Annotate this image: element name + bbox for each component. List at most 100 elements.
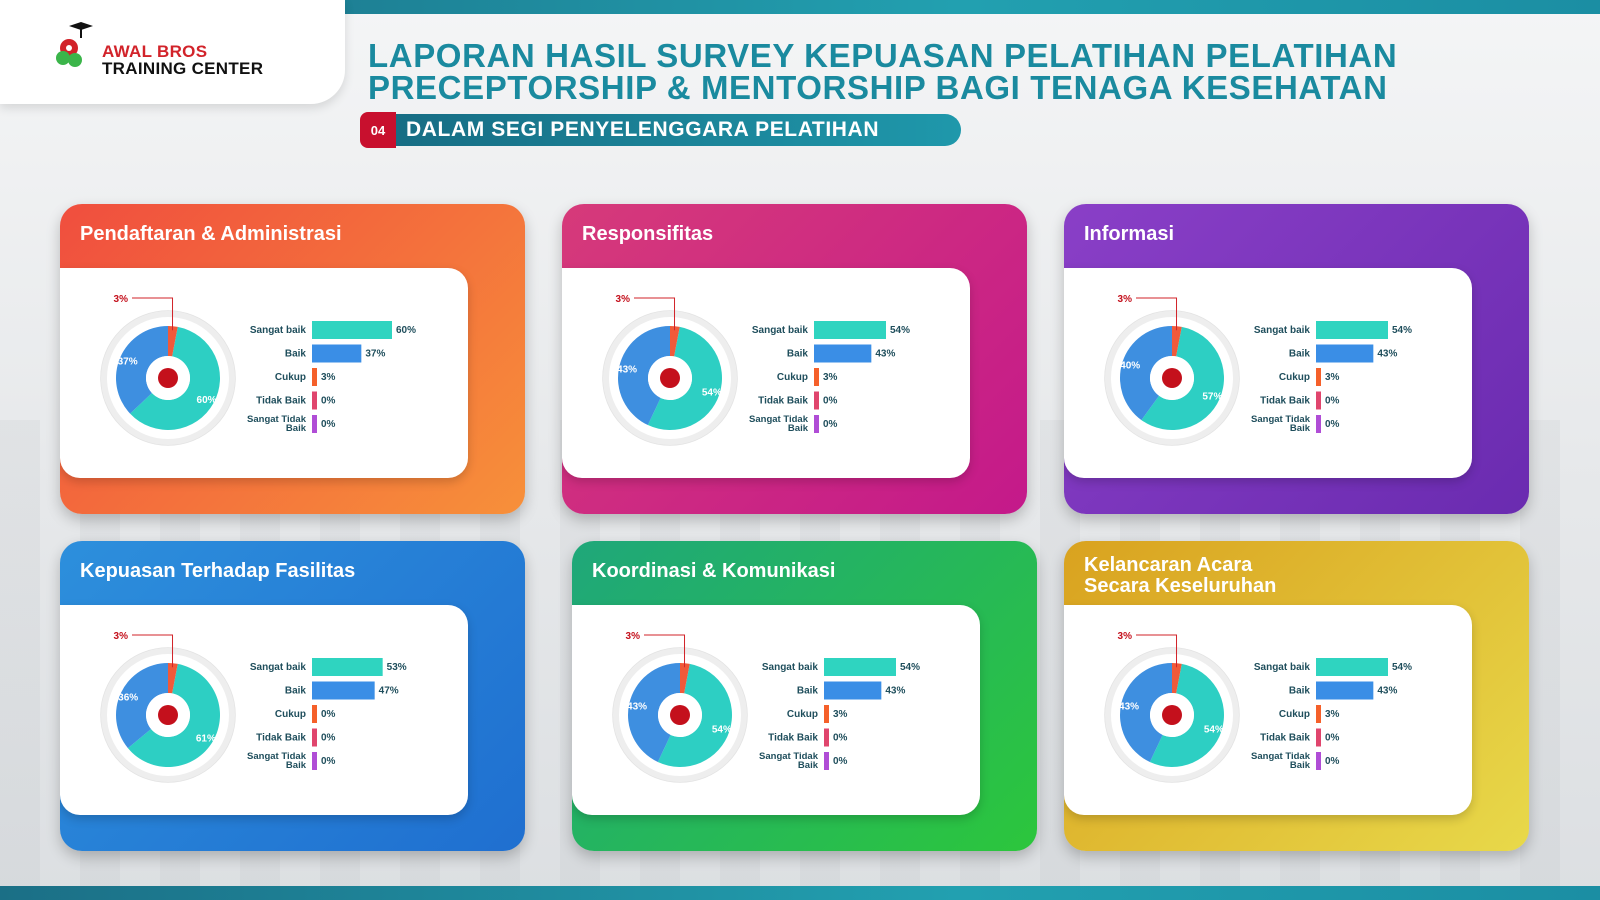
donut-slice bbox=[1172, 326, 1182, 357]
donut-slice bbox=[1141, 326, 1224, 430]
bar-category-label: Sangat Tidak bbox=[247, 414, 307, 425]
bar bbox=[312, 705, 317, 723]
donut-small-slice-label: 3% bbox=[616, 294, 631, 305]
chart-panel: 54% 43% 3% Sangat baik 54% Baik 43% Cukup 3% Tida… bbox=[562, 268, 970, 478]
bar bbox=[1316, 368, 1321, 386]
bar-category-label: Baik bbox=[285, 349, 307, 360]
donut-slice-label: 61% bbox=[196, 733, 216, 744]
donut-slice bbox=[1120, 326, 1172, 421]
bar-value-label: 3% bbox=[321, 372, 336, 383]
chart-panel: 54% 43% 3% Sangat baik 54% Baik 43% Cukup 3% Tida… bbox=[1064, 605, 1472, 815]
donut-plate-ring bbox=[603, 311, 737, 445]
bar-value-label: 0% bbox=[1325, 419, 1340, 430]
top-accent-bar bbox=[0, 0, 1600, 14]
donut-slice bbox=[168, 663, 178, 694]
donut-slice-label: 54% bbox=[1204, 725, 1224, 736]
bar-category-label: Baik bbox=[788, 423, 809, 434]
bar-value-label: 0% bbox=[833, 733, 848, 744]
bar-value-label: 3% bbox=[1325, 372, 1340, 383]
card-title: Kepuasan Terhadap Fasilitas bbox=[80, 560, 356, 582]
bar-category-label: Sangat baik bbox=[250, 325, 307, 336]
bar-value-label: 0% bbox=[1325, 733, 1340, 744]
donut-small-slice-label: 3% bbox=[626, 631, 641, 642]
bar-category-label: Sangat baik bbox=[762, 662, 819, 673]
bar-value-label: 53% bbox=[387, 662, 407, 673]
donut-plate-ring bbox=[1105, 648, 1239, 782]
donut-center-dot bbox=[1162, 368, 1182, 388]
bar-category-label: Baik bbox=[787, 349, 809, 360]
donut-slice bbox=[116, 326, 168, 414]
donut-plate-ring bbox=[613, 648, 747, 782]
donut-slice bbox=[618, 326, 670, 426]
chart-panel: 54% 43% 3% Sangat baik 54% Baik 43% Cukup 3% Tida… bbox=[572, 605, 980, 815]
bar bbox=[312, 321, 392, 339]
bar bbox=[1316, 658, 1388, 676]
bar-value-label: 43% bbox=[1377, 686, 1397, 697]
bar-category-label: Cukup bbox=[787, 709, 818, 720]
bar-category-label: Cukup bbox=[275, 709, 306, 720]
training-center-logo-icon bbox=[56, 22, 93, 67]
bar-value-label: 37% bbox=[365, 349, 385, 360]
donut-slice bbox=[1149, 663, 1224, 767]
survey-card: Koordinasi & Komunikasi 54% 43% 3% Sangat ba… bbox=[572, 541, 1037, 851]
donut-plate-ring bbox=[1105, 311, 1239, 445]
donut-slice bbox=[127, 663, 221, 767]
card-title-line: Secara Keseluruhan bbox=[1084, 575, 1277, 597]
donut-small-slice-label: 3% bbox=[1118, 294, 1133, 305]
donut-slice-label: 37% bbox=[118, 357, 138, 368]
donut-small-slice-label: 3% bbox=[114, 631, 129, 642]
bar bbox=[312, 415, 317, 433]
donut-center-dot bbox=[158, 705, 178, 725]
bar-category-label: Sangat baik bbox=[250, 662, 307, 673]
bar bbox=[824, 658, 896, 676]
donut-plate-ring bbox=[101, 648, 235, 782]
callout-line bbox=[132, 634, 174, 668]
bar-value-label: 0% bbox=[833, 756, 848, 767]
bar bbox=[1316, 391, 1321, 410]
section-number-badge: 04 bbox=[360, 112, 396, 148]
bar-value-label: 0% bbox=[823, 419, 838, 430]
chart-panel: 57% 40% 3% Sangat baik 54% Baik 43% Cukup 3% Tida… bbox=[1064, 268, 1472, 478]
bar-category-label: Tidak Baik bbox=[768, 733, 818, 744]
survey-chart: 60% 37% 3% Sangat baik 60% Baik 37% Cukup 3% Tida… bbox=[100, 294, 416, 446]
bar-category-label: Sangat Tidak bbox=[759, 751, 819, 762]
bar bbox=[1316, 321, 1388, 339]
bar-value-label: 0% bbox=[321, 733, 336, 744]
bar-category-label: Cukup bbox=[777, 372, 808, 383]
survey-card: Kelancaran Acara Secara Keseluruhan 54% 43%… bbox=[1064, 541, 1529, 851]
bar bbox=[1316, 728, 1321, 747]
bar-value-label: 54% bbox=[1392, 662, 1412, 673]
bar-value-label: 0% bbox=[1325, 396, 1340, 407]
bar-category-label: Sangat baik bbox=[1254, 325, 1311, 336]
callout-line bbox=[644, 634, 686, 668]
bar-value-label: 0% bbox=[321, 396, 336, 407]
donut-slice bbox=[116, 663, 168, 749]
bar bbox=[814, 391, 819, 410]
bar bbox=[1316, 705, 1321, 723]
bar-value-label: 3% bbox=[833, 709, 848, 720]
bar-category-label: Cukup bbox=[275, 372, 306, 383]
bar-value-label: 54% bbox=[1392, 325, 1412, 336]
donut-center-dot bbox=[660, 368, 680, 388]
bar bbox=[312, 658, 383, 676]
bar-category-label: Cukup bbox=[1279, 372, 1310, 383]
donut-plate-ring bbox=[101, 311, 235, 445]
bar-value-label: 47% bbox=[379, 686, 399, 697]
donut-slice bbox=[1172, 663, 1182, 694]
chart-panel: 60% 37% 3% Sangat baik 60% Baik 37% Cukup 3% Tida… bbox=[60, 268, 468, 478]
bar bbox=[814, 321, 886, 339]
survey-chart: 54% 43% 3% Sangat baik 54% Baik 43% Cukup 3% Tida… bbox=[612, 631, 920, 783]
bar bbox=[1316, 681, 1374, 700]
bar bbox=[312, 391, 317, 410]
bar-category-label: Baik bbox=[1290, 423, 1311, 434]
bar-value-label: 0% bbox=[823, 396, 838, 407]
callout-line bbox=[1136, 634, 1178, 668]
bar bbox=[824, 752, 829, 770]
chart-panel: 61% 36% 3% Sangat baik 53% Baik 47% Cukup 0% Tida… bbox=[60, 605, 468, 815]
bar bbox=[312, 368, 317, 386]
page-title-line2: PRECEPTORSHIP & MENTORSHIP BAGI TENAGA K… bbox=[368, 69, 1388, 106]
donut-slice bbox=[657, 663, 732, 767]
bar-category-label: Sangat Tidak bbox=[749, 414, 809, 425]
donut-slice-label: 36% bbox=[118, 692, 138, 703]
survey-chart: 54% 43% 3% Sangat baik 54% Baik 43% Cukup 3% Tida… bbox=[1104, 631, 1412, 783]
